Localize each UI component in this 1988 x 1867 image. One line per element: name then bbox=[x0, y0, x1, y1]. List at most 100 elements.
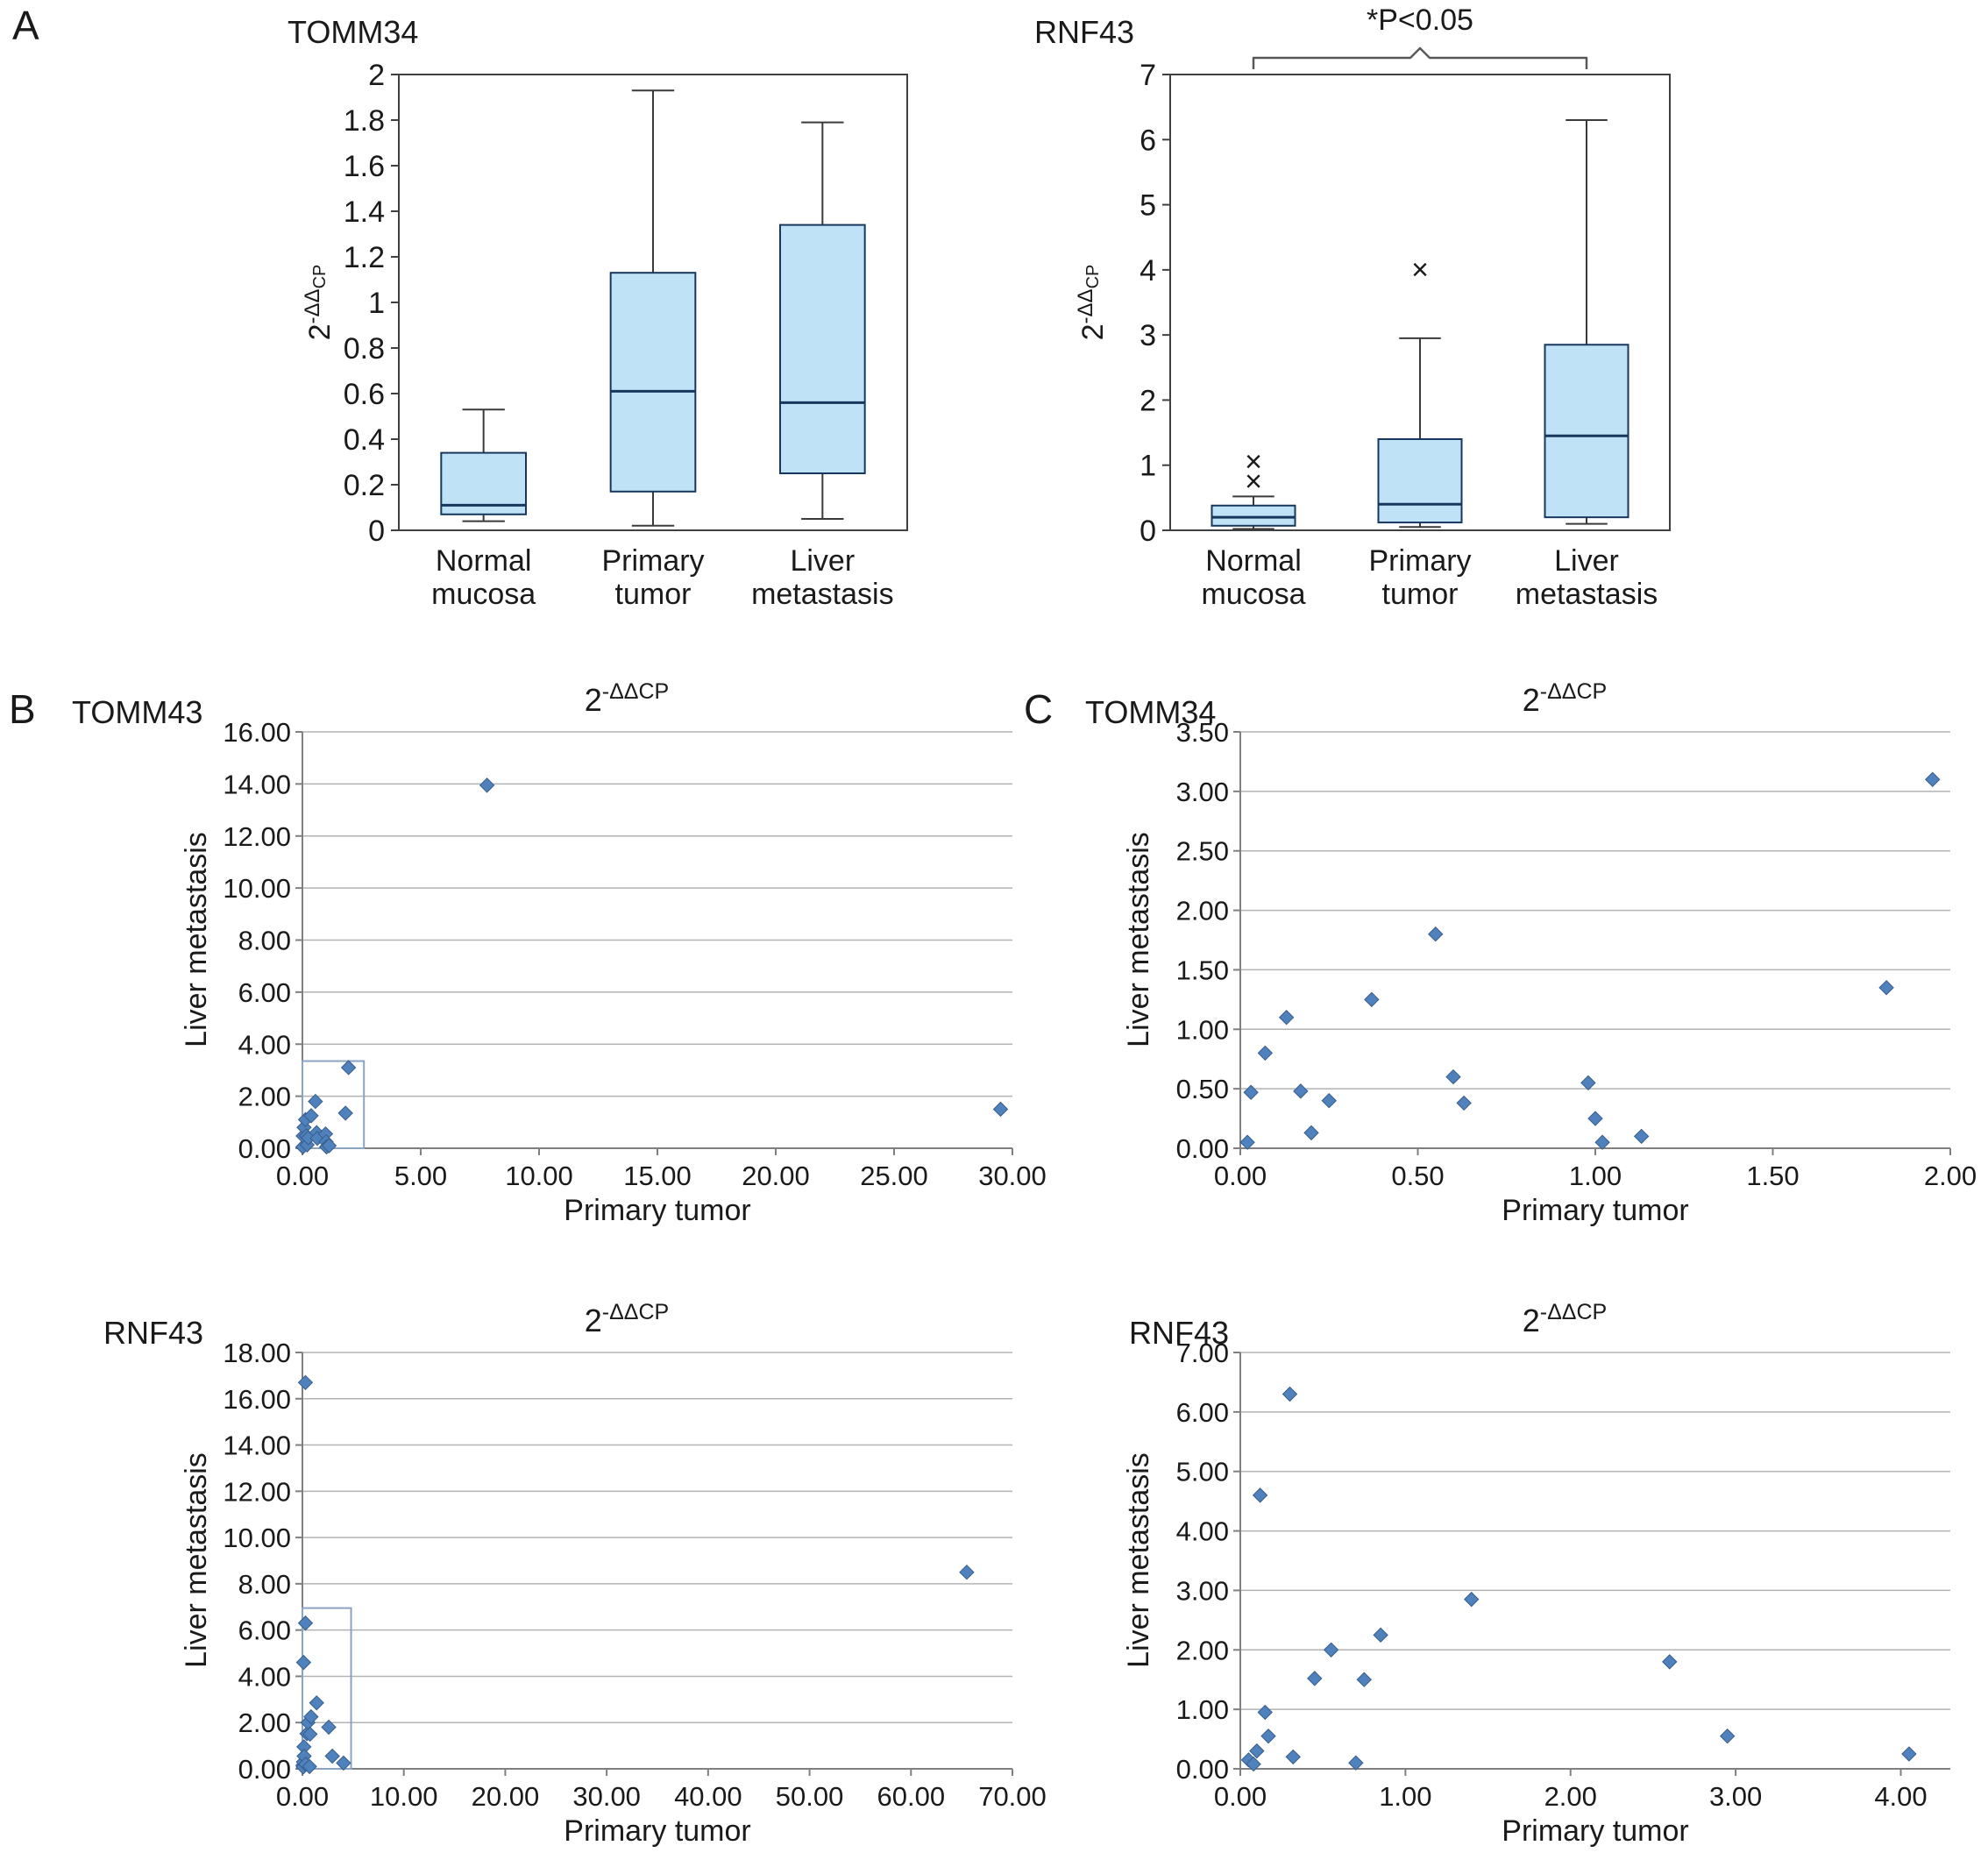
gene-label-scatter-c-bottom: RNF43 bbox=[1129, 1315, 1230, 1351]
exponent-sup: -ΔΔ bbox=[301, 288, 324, 324]
svg-text:14.00: 14.00 bbox=[223, 769, 291, 799]
exponent-sup2: CP bbox=[1083, 264, 1103, 289]
svg-text:1.4: 1.4 bbox=[344, 195, 385, 229]
chart-title-scatter-b-top: 2-ΔΔCP bbox=[219, 679, 1034, 719]
svg-text:0: 0 bbox=[1140, 515, 1156, 548]
svg-text:2.00: 2.00 bbox=[238, 1082, 291, 1112]
box-plot-rnf43: 0 1 2 3 4 5 6 7 × × Normal mucosa × Primary tumor Liver… bbox=[999, 35, 1709, 614]
svg-text:10.00: 10.00 bbox=[223, 873, 291, 904]
svg-text:7: 7 bbox=[1140, 59, 1156, 92]
chart-title-scatter-c-top: 2-ΔΔCP bbox=[1157, 679, 1972, 719]
exponent-sup2: CP bbox=[310, 264, 330, 289]
svg-text:4.00: 4.00 bbox=[1176, 1516, 1229, 1547]
svg-text:10.00: 10.00 bbox=[370, 1781, 438, 1812]
svg-text:1.00: 1.00 bbox=[1176, 1014, 1229, 1045]
svg-text:12.00: 12.00 bbox=[223, 1476, 291, 1507]
svg-text:0.00: 0.00 bbox=[1214, 1781, 1267, 1812]
y-axis-title-scatter-c-bottom: Liver metastasis bbox=[1122, 1452, 1155, 1668]
svg-text:×: × bbox=[1411, 253, 1429, 287]
chart-title-scatter-b-bottom: 2-ΔΔCP bbox=[219, 1300, 1034, 1339]
svg-text:15.00: 15.00 bbox=[623, 1161, 692, 1191]
y-axis-title-box-tomm34: 2-ΔΔCP bbox=[301, 206, 342, 399]
svg-text:30.00: 30.00 bbox=[572, 1781, 641, 1812]
svg-text:6.00: 6.00 bbox=[1176, 1397, 1229, 1428]
svg-text:1.6: 1.6 bbox=[344, 150, 385, 183]
exponent-sup: -ΔΔ bbox=[1074, 288, 1097, 324]
box-plot-tomm34: 0 0.2 0.4 0.6 0.8 1 1.2 1.4 1.6 1.8 2 Normal mucosa P… bbox=[210, 35, 947, 614]
svg-text:20.00: 20.00 bbox=[742, 1161, 810, 1191]
svg-text:8.00: 8.00 bbox=[238, 926, 291, 956]
svg-text:1.50: 1.50 bbox=[1746, 1161, 1799, 1191]
exponent-full-sup: -ΔΔCP bbox=[601, 1300, 670, 1324]
svg-text:2: 2 bbox=[1140, 384, 1156, 417]
svg-text:25.00: 25.00 bbox=[860, 1161, 928, 1191]
exponent-base: 2 bbox=[1522, 682, 1540, 718]
gene-label-scatter-b-bottom: RNF43 bbox=[103, 1315, 204, 1351]
svg-text:3.50: 3.50 bbox=[1176, 717, 1229, 748]
svg-text:1.50: 1.50 bbox=[1176, 955, 1229, 985]
p-value-annotation: *P<0.05 bbox=[1367, 4, 1473, 37]
chart-title-scatter-c-bottom: 2-ΔΔCP bbox=[1157, 1300, 1972, 1339]
svg-text:0.00: 0.00 bbox=[238, 1754, 291, 1785]
panel-b-label: B bbox=[9, 686, 36, 732]
svg-text:0.00: 0.00 bbox=[238, 1133, 291, 1164]
svg-text:4.00: 4.00 bbox=[238, 1029, 291, 1060]
svg-text:5.00: 5.00 bbox=[1176, 1457, 1229, 1487]
svg-text:0.00: 0.00 bbox=[1176, 1754, 1229, 1785]
svg-text:5: 5 bbox=[1140, 189, 1156, 223]
svg-text:2.00: 2.00 bbox=[238, 1707, 291, 1738]
svg-text:3: 3 bbox=[1140, 319, 1156, 352]
svg-text:7.00: 7.00 bbox=[1176, 1338, 1229, 1368]
svg-text:0: 0 bbox=[368, 515, 385, 548]
svg-text:3.00: 3.00 bbox=[1709, 1781, 1762, 1812]
svg-text:0.00: 0.00 bbox=[276, 1781, 329, 1812]
svg-text:1.8: 1.8 bbox=[344, 104, 385, 138]
svg-text:4.00: 4.00 bbox=[238, 1661, 291, 1692]
svg-text:50.00: 50.00 bbox=[776, 1781, 844, 1812]
exponent-base: 2 bbox=[584, 682, 602, 718]
svg-text:1.2: 1.2 bbox=[344, 241, 385, 274]
exponent-base: 2 bbox=[1522, 1303, 1540, 1338]
svg-text:2: 2 bbox=[368, 59, 385, 92]
svg-text:3.00: 3.00 bbox=[1176, 777, 1229, 807]
svg-text:0.00: 0.00 bbox=[1214, 1161, 1267, 1191]
scatter_c_rnf-svg: 0.00 1.00 2.00 3.00 4.00 5.00 6.00 7.00 0.00 1.00… bbox=[1176, 1338, 1950, 1812]
svg-text:×: × bbox=[1245, 445, 1262, 479]
panel-a-label: A bbox=[12, 3, 39, 48]
scatter_c_tomm-svg: 0.00 0.50 1.00 1.50 2.00 2.50 3.00 3.50 0.00 0.50… bbox=[1176, 717, 1977, 1191]
gene-label-box-tomm34: TOMM34 bbox=[288, 14, 419, 50]
svg-text:1.00: 1.00 bbox=[1176, 1694, 1229, 1725]
box_tomm34-svg: 0 0.2 0.4 0.6 0.8 1 1.2 1.4 1.6 1.8 2 Normal mucosa P… bbox=[344, 59, 908, 611]
svg-text:0.8: 0.8 bbox=[344, 332, 385, 366]
exponent-base: 2 bbox=[584, 1303, 602, 1338]
scatter-plot-b-tomm43: 0.00 2.00 4.00 6.00 8.00 10.00 12.00 14.00 16.00… bbox=[219, 684, 1046, 1245]
svg-text:0.4: 0.4 bbox=[344, 423, 385, 457]
exponent-base: 2 bbox=[1076, 323, 1110, 341]
y-axis-title-scatter-b-top: Liver metastasis bbox=[180, 832, 213, 1047]
exponent-full-sup: -ΔΔCP bbox=[1539, 1300, 1608, 1324]
svg-text:×: × bbox=[1245, 465, 1262, 498]
svg-text:0.00: 0.00 bbox=[276, 1161, 329, 1191]
panel-c-label: C bbox=[1024, 686, 1054, 732]
svg-text:2.50: 2.50 bbox=[1176, 836, 1229, 867]
scatter_b_rnf-svg: 0.00 2.00 4.00 6.00 8.00 10.00 12.00 14.00 16.00… bbox=[223, 1338, 1046, 1812]
svg-text:16.00: 16.00 bbox=[223, 717, 291, 748]
exponent-base: 2 bbox=[303, 323, 337, 341]
svg-text:0.50: 0.50 bbox=[1176, 1074, 1229, 1104]
svg-text:5.00: 5.00 bbox=[394, 1161, 447, 1191]
gene-label-scatter-c-top: TOMM34 bbox=[1085, 694, 1217, 730]
svg-text:6: 6 bbox=[1140, 124, 1156, 157]
scatter_b_tomm-svg: 0.00 2.00 4.00 6.00 8.00 10.00 12.00 14.00 16.00… bbox=[223, 717, 1046, 1191]
scatter-plot-c-rnf43: 0.00 1.00 2.00 3.00 4.00 5.00 6.00 7.00 0.00 1.00… bbox=[1157, 1304, 1972, 1865]
svg-text:70.00: 70.00 bbox=[978, 1781, 1047, 1812]
svg-text:60.00: 60.00 bbox=[877, 1781, 945, 1812]
svg-text:0.00: 0.00 bbox=[1176, 1133, 1229, 1164]
svg-text:2.00: 2.00 bbox=[1924, 1161, 1977, 1191]
svg-text:2.00: 2.00 bbox=[1176, 896, 1229, 926]
